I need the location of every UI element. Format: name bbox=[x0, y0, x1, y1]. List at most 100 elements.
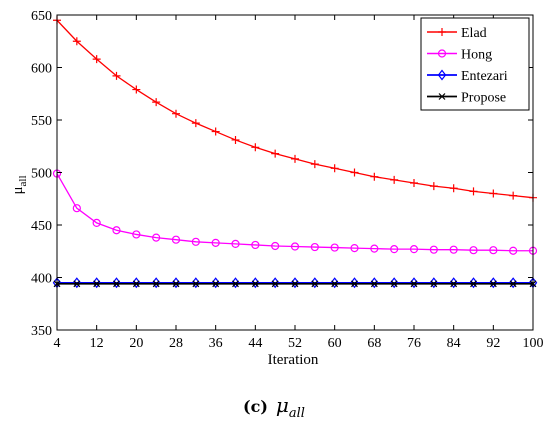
legend-label: Elad bbox=[461, 26, 487, 41]
data-point bbox=[390, 175, 399, 184]
data-point bbox=[93, 280, 101, 288]
axes: 4 12 20 28 36 44 52 60 68 76 84 92 100 350 400 450 500 55… bbox=[31, 9, 544, 351]
data-point bbox=[72, 204, 81, 213]
data-point bbox=[172, 109, 180, 118]
data-point bbox=[72, 37, 81, 46]
data-point bbox=[489, 280, 497, 288]
data-point bbox=[132, 230, 141, 239]
y-axis-title-subscript: all bbox=[17, 175, 29, 186]
y-tick-label: 500 bbox=[31, 167, 52, 182]
y-axis-title: μall bbox=[10, 175, 29, 194]
data-point bbox=[172, 280, 180, 288]
data-point bbox=[390, 280, 398, 288]
data-point bbox=[132, 85, 141, 94]
data-point bbox=[429, 182, 438, 191]
y-tick-label: 600 bbox=[31, 62, 52, 77]
legend-item-hong: Hong bbox=[427, 48, 492, 63]
data-point bbox=[330, 164, 339, 173]
data-point bbox=[489, 189, 498, 198]
data-point bbox=[469, 246, 478, 255]
data-point bbox=[152, 280, 160, 288]
data-point bbox=[410, 179, 418, 187]
data-point bbox=[152, 98, 161, 107]
legend-item-elad: Elad bbox=[427, 26, 487, 41]
x-tick-label: 76 bbox=[407, 336, 421, 351]
data-point bbox=[350, 168, 359, 177]
legend-label: Propose bbox=[461, 91, 506, 106]
data-point bbox=[113, 280, 120, 288]
caption-subscript: all bbox=[289, 406, 305, 421]
data-point bbox=[271, 280, 279, 288]
data-point bbox=[330, 243, 339, 252]
data-point bbox=[410, 280, 418, 288]
legend-label: Hong bbox=[461, 48, 492, 63]
y-tick-label: 350 bbox=[31, 324, 52, 339]
data-point bbox=[251, 143, 260, 152]
x-tick-label: 12 bbox=[90, 336, 104, 351]
data-point bbox=[350, 244, 359, 253]
data-point bbox=[132, 280, 140, 288]
data-point bbox=[489, 246, 498, 255]
x-tick-label: 52 bbox=[288, 336, 302, 351]
data-point bbox=[232, 280, 239, 288]
data-point bbox=[409, 245, 419, 254]
data-point bbox=[152, 233, 161, 242]
data-point bbox=[310, 160, 319, 169]
legend: Elad Hong Entezari Propose bbox=[420, 17, 530, 111]
x-tick-label: 84 bbox=[447, 336, 461, 351]
data-point bbox=[112, 226, 121, 235]
data-point bbox=[192, 280, 200, 288]
figure-caption: (c) μall bbox=[243, 393, 305, 421]
data-point bbox=[212, 280, 220, 288]
data-point bbox=[73, 280, 81, 288]
data-point bbox=[370, 172, 379, 181]
data-point bbox=[470, 280, 477, 288]
data-point bbox=[429, 245, 438, 254]
legend-item-entezari: Entezari bbox=[427, 69, 508, 84]
data-point bbox=[509, 191, 518, 200]
series-line-hong bbox=[56, 173, 533, 252]
data-point bbox=[271, 241, 280, 251]
legend-swatch-marker bbox=[438, 93, 446, 100]
series-entezari bbox=[52, 277, 538, 289]
series-elad bbox=[53, 16, 537, 202]
data-point bbox=[291, 280, 299, 288]
legend-label: Entezari bbox=[461, 69, 508, 84]
data-point bbox=[509, 246, 518, 255]
x-tick-label: 44 bbox=[248, 336, 262, 351]
data-point bbox=[310, 242, 319, 252]
x-tick-label: 68 bbox=[367, 336, 381, 351]
data-point bbox=[251, 280, 259, 288]
data-point bbox=[430, 280, 438, 288]
caption-symbol: μ bbox=[276, 393, 289, 417]
data-point bbox=[450, 280, 458, 288]
data-point bbox=[331, 280, 339, 288]
data-point bbox=[370, 244, 379, 253]
x-tick-label: 4 bbox=[54, 336, 61, 351]
data-point bbox=[351, 280, 358, 288]
series-hong bbox=[52, 169, 538, 255]
data-point bbox=[171, 235, 181, 244]
data-point bbox=[290, 242, 300, 251]
legend-swatch-marker bbox=[437, 69, 447, 81]
legend-item-propose: Propose bbox=[427, 91, 506, 106]
svg-text:(c)μall: (c) μall bbox=[243, 393, 305, 421]
x-tick-label: 28 bbox=[169, 336, 183, 351]
data-point bbox=[449, 184, 458, 193]
legend-swatch-marker bbox=[438, 28, 446, 36]
x-tick-label: 92 bbox=[486, 336, 500, 351]
data-point bbox=[291, 154, 299, 163]
y-tick-label: 550 bbox=[31, 114, 52, 129]
data-point bbox=[449, 245, 458, 254]
y-tick-label: 450 bbox=[31, 219, 52, 234]
data-point bbox=[92, 55, 101, 64]
data-point bbox=[370, 280, 378, 288]
data-point bbox=[311, 280, 319, 288]
series-propose bbox=[53, 280, 537, 288]
data-point bbox=[231, 135, 240, 144]
data-point bbox=[469, 187, 478, 196]
svg-text:μall: μall bbox=[10, 175, 29, 194]
caption-label: (c) bbox=[243, 397, 268, 416]
data-point bbox=[191, 119, 200, 128]
